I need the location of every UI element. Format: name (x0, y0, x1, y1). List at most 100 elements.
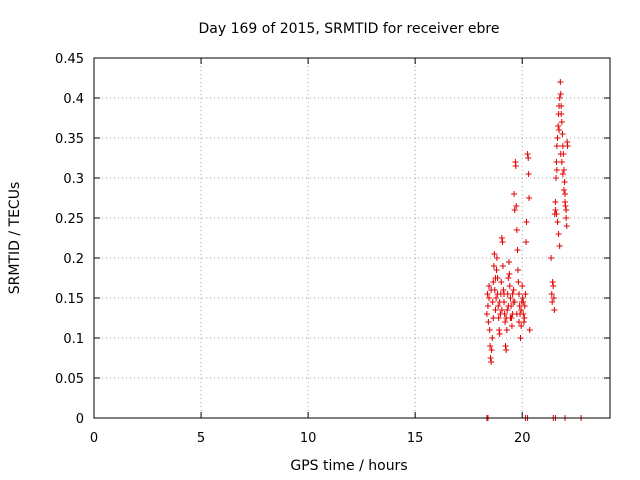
data-point (511, 207, 518, 213)
data-point (553, 143, 560, 149)
data-point (491, 251, 498, 257)
data-point (514, 267, 521, 273)
data-point (559, 171, 566, 177)
data-point (483, 311, 490, 317)
data-point (502, 343, 509, 349)
y-axis-title: SRMTID / TECUs (7, 182, 23, 295)
data-point (507, 315, 514, 321)
data-point (493, 295, 500, 301)
data-point (562, 199, 569, 205)
data-point (563, 215, 570, 221)
data-point (516, 319, 523, 325)
data-point (496, 299, 503, 305)
chart-title: Day 169 of 2015, SRMTID for receiver ebr… (199, 21, 500, 37)
data-point (484, 303, 491, 309)
data-point (486, 283, 493, 289)
data-point (523, 239, 530, 245)
data-point (557, 91, 564, 97)
data-point (501, 291, 508, 297)
data-point (511, 299, 518, 305)
data-point (493, 267, 500, 273)
y-tick-label: 0.35 (55, 132, 84, 147)
data-point (549, 279, 556, 285)
data-point (551, 307, 558, 313)
data-point (526, 195, 533, 201)
data-point (507, 295, 514, 301)
data-point (489, 335, 496, 341)
data-point (511, 191, 518, 197)
data-point (506, 283, 513, 289)
data-point (557, 79, 564, 85)
grid-layer (94, 58, 610, 418)
data-point (524, 151, 531, 157)
data-point (513, 203, 520, 209)
x-tick-label: 0 (90, 431, 98, 446)
data-point (487, 343, 494, 349)
data-point (485, 319, 492, 325)
data-point (558, 119, 565, 125)
plot-frame (93, 57, 611, 419)
data-point (484, 291, 491, 297)
y-tick-label: 0.4 (63, 92, 84, 107)
y-tick-label: 0.2 (63, 252, 84, 267)
data-point (553, 175, 560, 181)
data-point (515, 279, 522, 285)
data-point (549, 299, 556, 305)
data-point (563, 207, 570, 213)
ticks-layer: 0 0.05 0.1 0.15 0.2 0.25 0.3 0.35 0.4 0.45 0 5 10 15 2… (55, 52, 610, 446)
data-point (510, 287, 517, 293)
y-tick-label: 0.3 (63, 172, 84, 187)
y-tick-label: 0.1 (63, 332, 84, 347)
data-point (525, 155, 532, 161)
data-point (523, 219, 530, 225)
data-point (557, 151, 564, 157)
data-point (518, 323, 525, 329)
data-point (520, 299, 527, 305)
data-point (556, 243, 563, 249)
data-point (525, 171, 532, 177)
data-point (486, 327, 493, 333)
data-point (550, 283, 557, 289)
data-point (556, 95, 563, 101)
data-point (519, 295, 526, 301)
data-point (553, 159, 560, 165)
y-tick-label: 0.45 (55, 52, 84, 67)
data-point (495, 303, 502, 309)
data-point (498, 279, 505, 285)
data-point (513, 227, 520, 233)
data-point (488, 287, 495, 293)
data-point (490, 279, 497, 285)
data-point (555, 123, 562, 129)
data-point (516, 303, 523, 309)
x-tick-label: 15 (407, 431, 424, 446)
data-point (498, 307, 505, 313)
data-point (501, 311, 508, 317)
data-point (560, 187, 567, 193)
data-point (526, 327, 533, 333)
data-point (502, 319, 509, 325)
data-point (563, 223, 570, 229)
data-point (496, 327, 503, 333)
data-point (560, 167, 567, 173)
data-point (493, 255, 500, 261)
data-point (499, 263, 506, 269)
data-point (492, 275, 499, 281)
data-point (505, 303, 512, 309)
data-point (553, 167, 560, 173)
data-point (503, 347, 510, 353)
data-point (488, 347, 495, 353)
data-point (513, 311, 520, 317)
data-point (548, 255, 555, 261)
data-point (521, 303, 528, 309)
data-point (505, 259, 512, 265)
data-point (558, 159, 565, 165)
data-point (488, 359, 495, 365)
data-point (552, 207, 559, 213)
data-point (554, 135, 561, 141)
data-point (512, 163, 519, 169)
data-point (558, 111, 565, 117)
data-point (486, 295, 493, 301)
y-tick-label: 0.05 (55, 372, 84, 387)
